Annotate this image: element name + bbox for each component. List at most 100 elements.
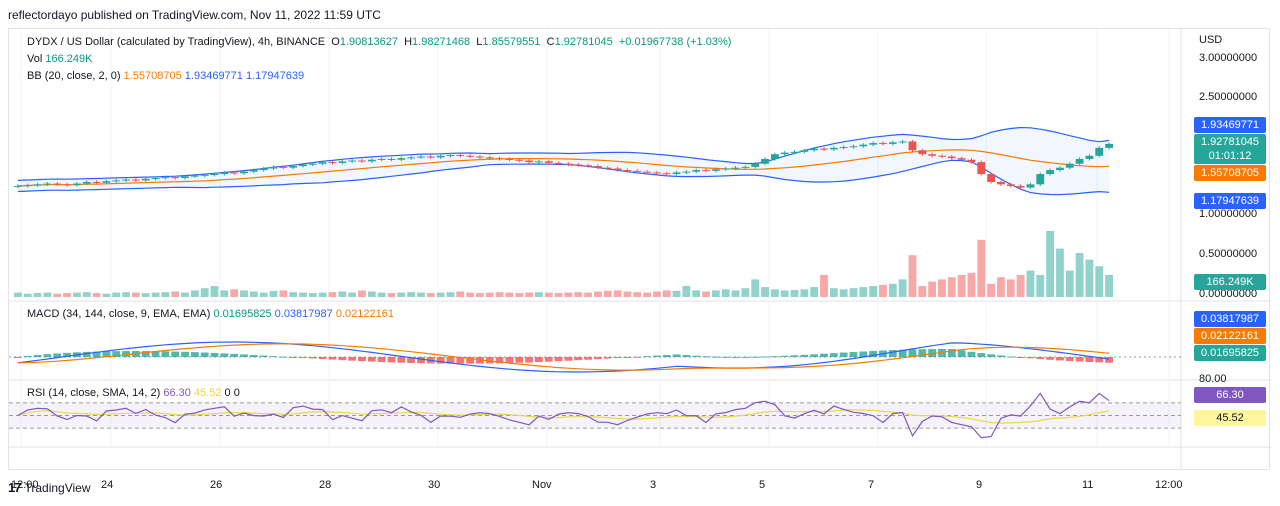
candle-body (43, 183, 52, 185)
macd-hist-bar (918, 349, 927, 357)
macd-hist-bar (1016, 357, 1025, 358)
volume-bar (584, 292, 592, 297)
macd-hist-bar (839, 352, 848, 357)
volume-bar (918, 286, 927, 297)
bb-legend: BB (20, close, 2, 0) 1.55708705 1.934697… (27, 70, 304, 82)
volume-bar (1056, 248, 1064, 297)
candle-body (613, 168, 622, 171)
tradingview-footer[interactable]: 17 TradingView (8, 480, 91, 495)
candle-body (908, 141, 917, 151)
candle-body (417, 156, 425, 158)
macd-hist-bar (800, 354, 809, 357)
candle-body (338, 161, 347, 163)
volume-bar (240, 290, 248, 297)
macd-hist-bar (593, 357, 602, 360)
macd-hist-bar (33, 354, 42, 357)
bb-basis-line (17, 149, 1110, 187)
candle-body (790, 151, 799, 153)
chart-area[interactable]: DYDX / US Dollar (calculated by TradingV… (8, 28, 1271, 491)
macd-label: MACD (34, 144, close, 9, EMA, EMA) (27, 308, 211, 320)
macd-hist-bar (112, 351, 121, 357)
macd-hist-bar (240, 354, 248, 357)
candle-body (131, 179, 140, 181)
macd-hist-bar (751, 356, 760, 358)
candle-body (279, 166, 288, 168)
volume-bar (1006, 279, 1015, 297)
attribution-text: reflectordayo published on TradingView.c… (8, 8, 381, 22)
volume-bar (849, 288, 858, 297)
candle-body (397, 158, 406, 160)
candle-body (82, 181, 91, 184)
candle-body (810, 148, 819, 151)
volume-bar (800, 289, 809, 297)
macd-hist-bar (14, 357, 22, 358)
time-label-3: 28 (319, 479, 332, 491)
volume-value: 166.249K (45, 53, 93, 65)
candle-body (898, 141, 907, 143)
macd-hist-bar (102, 351, 111, 357)
volume-bar (456, 291, 465, 297)
candle-body (181, 176, 189, 178)
candle-body (171, 177, 180, 179)
volume-bar (623, 291, 632, 297)
volume-bar (535, 292, 543, 297)
macd-hist-bar (967, 351, 976, 357)
macd-hist-bar (200, 352, 209, 357)
candle-body (289, 166, 298, 168)
volume-bar (299, 292, 307, 297)
volume-bar (820, 275, 828, 297)
candle-body (515, 159, 524, 161)
candle-body (603, 167, 612, 169)
macd-hist-bar (299, 357, 307, 358)
macd-hist-bar (259, 355, 268, 357)
macd-hist-bar (898, 349, 907, 357)
candle-body (1075, 158, 1084, 164)
volume-bar (702, 291, 710, 297)
volume-bar (987, 283, 996, 297)
volume-bar (692, 290, 701, 297)
volume-bar (63, 293, 71, 297)
rsi-extra-1: 0 (224, 387, 231, 399)
chart-svg[interactable] (9, 29, 1271, 471)
candle-body (977, 162, 986, 175)
candle-body (318, 162, 327, 164)
volume-bar (367, 291, 376, 297)
volume-bar (112, 292, 121, 297)
candle-body (308, 163, 317, 165)
volume-bar (53, 293, 62, 297)
price-tick-2-5: 2.50000000 (1199, 91, 1258, 103)
volume-bar (967, 272, 976, 297)
candle-body (72, 183, 81, 186)
macd-hist-bar (485, 357, 494, 364)
candle-body (112, 180, 121, 182)
macd-hist-bar (230, 353, 239, 357)
candle-body (849, 146, 858, 148)
macd-hist-bar (535, 357, 543, 363)
macd-hist-bar (584, 357, 592, 360)
macd-hist-value: 0.01695825 (213, 308, 272, 320)
macd-hist-bar (456, 357, 465, 364)
candle-body (584, 165, 592, 167)
macd-hist-bar (1046, 357, 1055, 360)
candle-body (220, 172, 229, 175)
macd-hist-bar (407, 357, 416, 363)
volume-bar (249, 291, 258, 297)
candle-body (190, 175, 199, 177)
candle-body (456, 154, 465, 156)
volume-bar (259, 292, 268, 297)
volume-bar (869, 286, 878, 297)
macd-hist-bar (908, 349, 917, 357)
volume-bar (751, 279, 760, 297)
macd-hist-bar (308, 357, 317, 359)
candle-body (938, 155, 946, 157)
macd-hist-bar (721, 356, 730, 358)
volume-bar (407, 292, 416, 297)
macd-hist-bar (1006, 356, 1015, 358)
macd-hist-bar (928, 349, 937, 357)
macd-hist-bar (1056, 357, 1064, 361)
volume-bar (1085, 259, 1094, 297)
candle-body (505, 158, 514, 160)
candle-body (643, 171, 651, 173)
candle-body (1006, 184, 1015, 186)
candle-body (1056, 167, 1064, 171)
